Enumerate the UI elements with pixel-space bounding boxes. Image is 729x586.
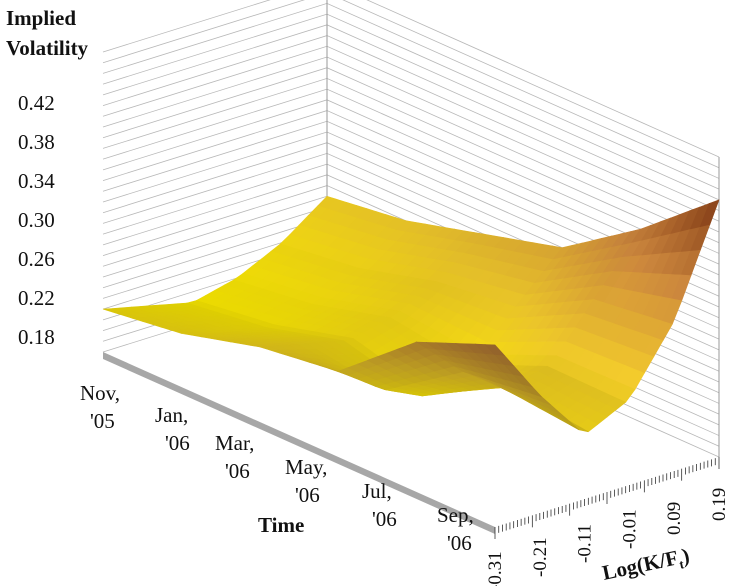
moneyness-tick-label: -0.11 [575,524,596,563]
z-axis-tick-labels: 0.42 0.38 0.34 0.30 0.26 0.22 0.18 [18,91,55,349]
time-tick-label: Mar, [215,431,254,455]
gridline [102,56,720,233]
z-axis-label-line1: Implied [6,6,76,30]
time-tick-label: '06 [225,459,250,483]
surface-patch [484,344,506,356]
time-tick-label: Jan, [155,403,188,427]
moneyness-axis-label: Log(K/Ft) [600,543,692,586]
time-axis-label: Time [258,513,304,537]
time-tick-label: Nov, [80,381,120,405]
z-tick-label: 0.34 [18,169,55,193]
moneyness-tick-label: 0.19 [709,488,729,521]
z-tick-label: 0.18 [18,325,55,349]
z-tick-label: 0.42 [18,91,55,115]
gridline [102,35,720,211]
moneyness-axis-label-sub: t [678,556,686,572]
time-tick-label: May, [285,455,327,479]
z-tick-label: 0.22 [18,286,55,310]
gridline [102,67,720,244]
z-tick-label: 0.26 [18,247,55,271]
volatility-surface [102,195,720,433]
z-tick-label: 0.38 [18,130,55,154]
gridline [102,0,720,169]
z-axis-label-line2: Volatility [6,36,89,60]
z-tick-label: 0.30 [18,208,55,232]
moneyness-tick-label: -0.21 [530,537,551,577]
time-axis-bar [103,352,495,534]
moneyness-axis-tick-labels: -0.31 -0.21 -0.11 -0.01 0.09 0.19 [485,488,729,586]
floor-axis [103,352,720,539]
moneyness-tick-label: -0.31 [485,551,506,586]
gridline [102,24,720,201]
moneyness-tick-label: 0.09 [664,502,685,535]
gridline [102,3,720,179]
time-tick-label: Jul, [362,479,392,503]
moneyness-axis-label-close: ) [680,543,692,568]
gridline [102,0,720,158]
time-tick-label: '06 [295,483,320,507]
moneyness-tick-label: -0.01 [619,509,640,549]
gridline [102,45,720,222]
time-tick-label: '06 [372,507,397,531]
time-tick-label: Sep, [437,503,474,527]
gridline [102,13,720,190]
moneyness-axis-label-main: Log(K/F [600,545,680,584]
time-tick-label: '06 [165,431,190,455]
time-tick-label: '05 [90,409,115,433]
time-tick-label: '06 [447,531,472,555]
time-axis-tick-labels: Nov, '05 Jan, '06 Mar, '06 May, '06 Jul, '06 Sep, '… [80,381,474,555]
